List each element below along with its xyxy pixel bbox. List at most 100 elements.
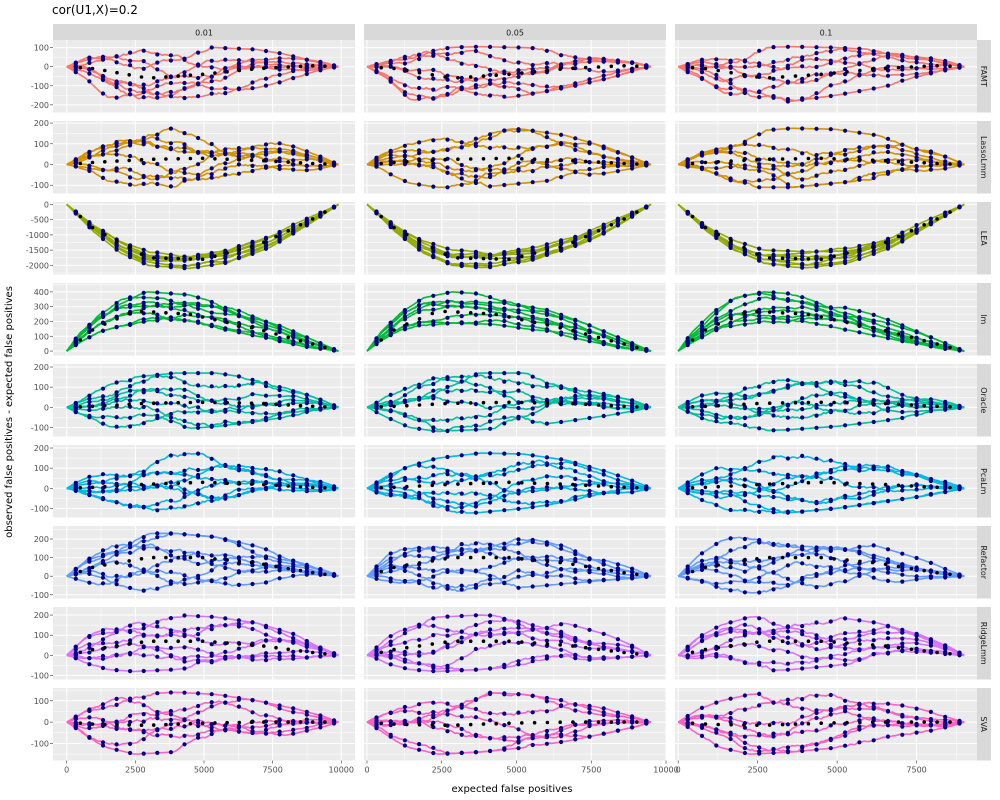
mean-point <box>845 558 849 562</box>
series-point <box>223 46 227 50</box>
series-point <box>250 419 254 423</box>
mean-point <box>238 642 242 646</box>
series-point <box>915 152 919 156</box>
series-point <box>210 659 214 663</box>
series-point <box>403 308 407 312</box>
series-point <box>488 313 492 317</box>
mean-point <box>571 241 575 245</box>
facet-strip-right-label: LassoLmm <box>979 136 988 179</box>
series-point <box>474 64 478 68</box>
mean-point <box>443 158 447 162</box>
series-point <box>502 324 506 328</box>
series-point <box>332 572 336 576</box>
mean-point <box>250 561 254 565</box>
mean-point <box>858 560 862 564</box>
series-point <box>169 146 173 150</box>
series-point <box>829 507 833 511</box>
series-point <box>223 553 227 557</box>
series-point <box>516 145 520 149</box>
series-point <box>223 463 227 467</box>
series-point <box>488 451 492 455</box>
series-point <box>729 580 733 584</box>
series-point <box>115 653 119 657</box>
series-point <box>374 482 378 486</box>
series-point <box>445 418 449 422</box>
mean-point <box>262 483 266 487</box>
series-point <box>686 157 690 161</box>
series-point <box>814 585 818 589</box>
series-point <box>460 588 464 592</box>
series-point <box>101 497 105 501</box>
series-point <box>128 389 132 393</box>
series-point <box>169 90 173 94</box>
series-point <box>488 45 492 49</box>
mean-point <box>729 403 733 407</box>
mean-point <box>622 217 626 221</box>
series-point <box>729 421 733 425</box>
series-point <box>829 254 833 258</box>
series-point <box>264 236 268 240</box>
series-point <box>237 467 241 471</box>
series-point <box>502 85 506 89</box>
mean-point <box>103 69 107 73</box>
series-point <box>900 403 904 407</box>
series-point <box>196 304 200 308</box>
mean-point <box>768 157 772 161</box>
series-point <box>101 637 105 641</box>
series-point <box>700 491 704 495</box>
series-point <box>291 339 295 343</box>
mean-point <box>311 405 315 409</box>
series-point <box>237 374 241 378</box>
series-point <box>573 624 577 628</box>
series-point <box>686 576 690 580</box>
mean-point <box>274 66 278 70</box>
series-point <box>417 396 421 400</box>
mean-point <box>250 326 254 330</box>
series-point <box>714 308 718 312</box>
mean-point <box>768 310 772 314</box>
series-point <box>389 409 393 413</box>
series-point <box>915 164 919 168</box>
series-point <box>87 581 91 585</box>
mean-point <box>884 67 888 71</box>
mean-point <box>152 401 156 405</box>
series-point <box>278 156 282 160</box>
series-point <box>210 251 214 255</box>
series-point <box>531 464 535 468</box>
mean-point <box>103 322 107 326</box>
series-point <box>900 231 904 235</box>
series-point <box>502 380 506 384</box>
mean-point <box>456 310 460 314</box>
mean-point <box>127 246 131 250</box>
mean-point <box>922 485 926 489</box>
mean-point <box>103 160 107 164</box>
series-point <box>445 148 449 152</box>
series-point <box>115 544 119 548</box>
series-point <box>587 656 591 660</box>
series-point <box>417 661 421 665</box>
series-point <box>403 466 407 470</box>
series-point <box>460 62 464 66</box>
series-point <box>87 220 91 224</box>
series-point <box>516 557 520 561</box>
series-point <box>237 569 241 573</box>
series-point <box>142 505 146 509</box>
mean-point <box>164 639 168 643</box>
series-point <box>374 69 378 73</box>
series-point <box>814 393 818 397</box>
mean-point <box>140 75 144 79</box>
y-tick-label: -100 <box>31 504 49 513</box>
mean-point <box>897 235 901 239</box>
series-point <box>115 305 119 309</box>
series-point <box>714 85 718 89</box>
series-point <box>531 328 535 332</box>
mean-point <box>871 245 875 249</box>
series-point <box>445 549 449 553</box>
series-point <box>169 299 173 303</box>
series-point <box>559 475 563 479</box>
series-point <box>786 563 790 567</box>
mean-point <box>299 65 303 69</box>
series-point <box>169 141 173 145</box>
series-point <box>389 493 393 497</box>
series-point <box>743 242 747 246</box>
